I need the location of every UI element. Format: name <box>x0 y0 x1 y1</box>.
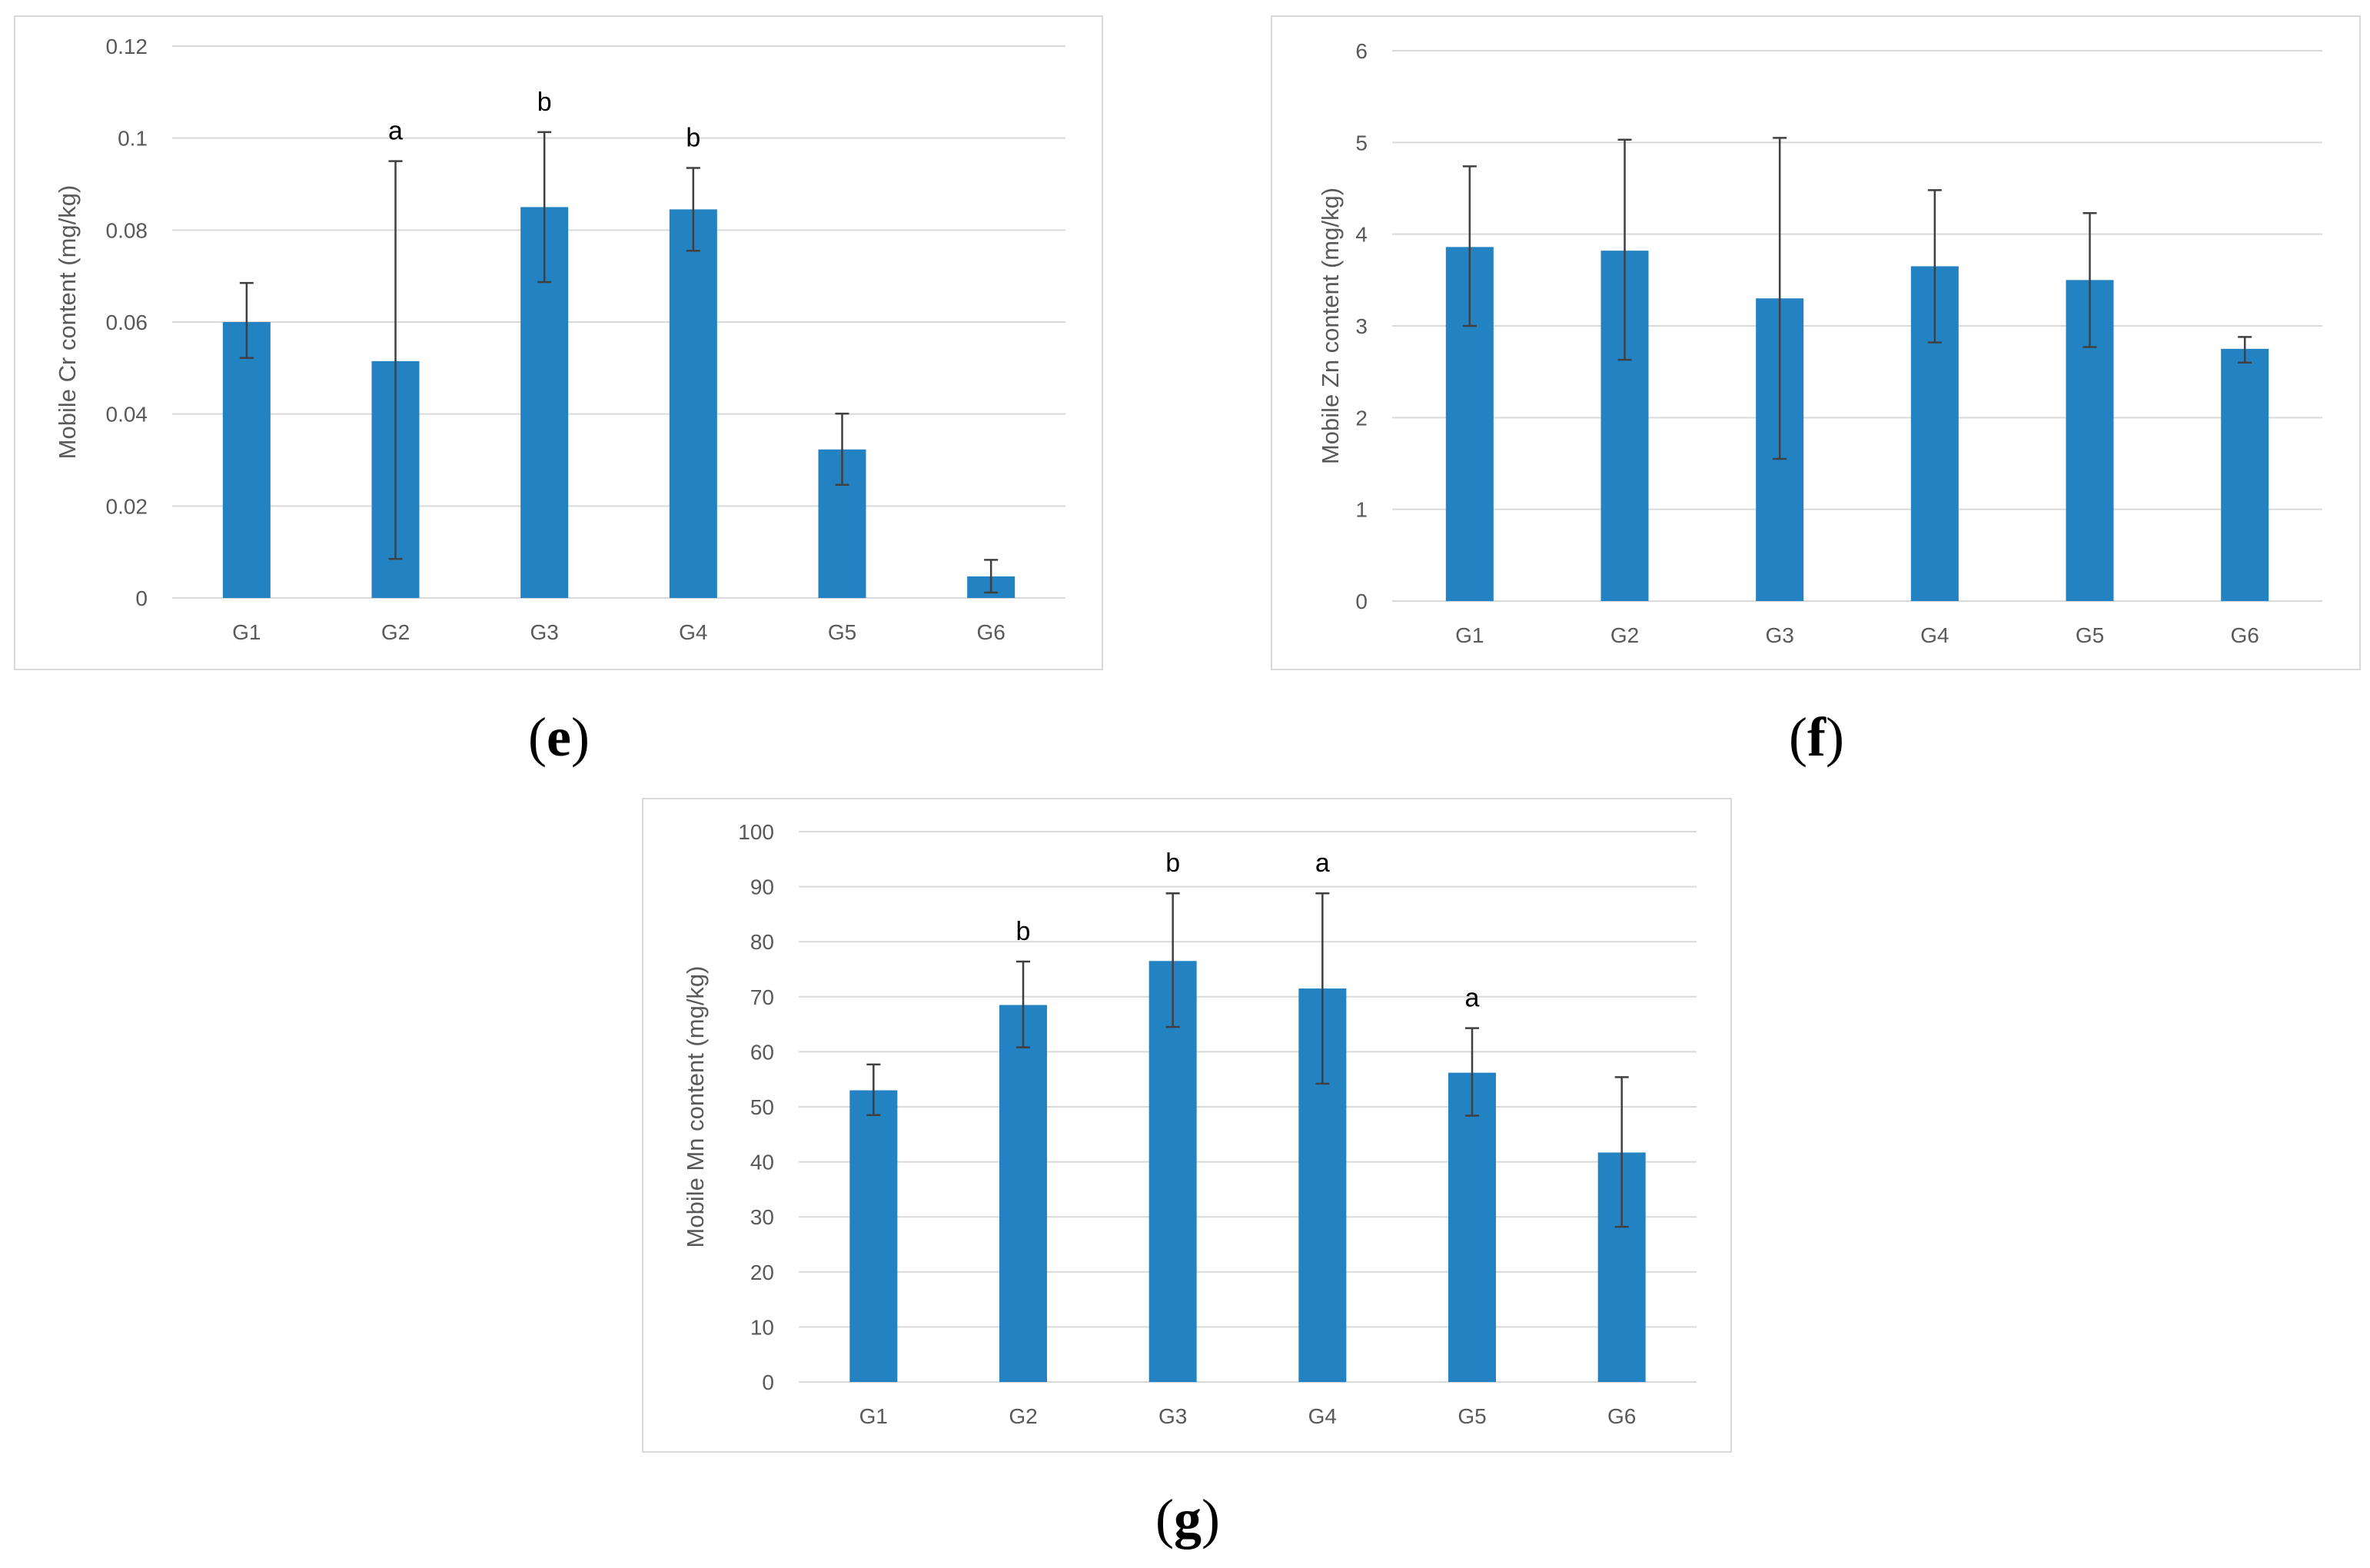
caption-e-close: ) <box>570 706 590 768</box>
x-tick-label-g-G6: G6 <box>1607 1404 1636 1428</box>
annotation-g-G4: a <box>1315 849 1330 878</box>
x-tick-label-f-G5: G5 <box>2076 623 2104 647</box>
y-tick-label-e-6: 0.12 <box>106 35 148 58</box>
x-tick-label-g-G1: G1 <box>859 1404 888 1428</box>
y-tick-label-g-9: 90 <box>750 875 774 899</box>
caption-e-letter: e <box>547 706 571 768</box>
x-tick-label-f-G6: G6 <box>2230 623 2259 647</box>
caption-f-close: ) <box>1825 706 1844 768</box>
y-tick-label-f-3: 3 <box>1355 314 1368 338</box>
y-tick-label-g-10: 100 <box>738 820 774 844</box>
caption-e: (e) <box>444 706 674 769</box>
chart-e-svg: 0 0.02 0.04 0.06 0.08 0.1 0.12 Mobile Cr conten… <box>54 35 1065 644</box>
bar-e-G4 <box>669 209 717 598</box>
chart-panel-g: 0 10 20 30 40 50 60 70 80 90 100 Mobile Mn content … <box>642 798 1732 1453</box>
y-tick-label-g-5: 50 <box>750 1095 774 1119</box>
y-tick-label-e-3: 0.06 <box>106 311 148 334</box>
y-tick-label-g-8: 80 <box>750 930 774 954</box>
x-tick-label-g-G5: G5 <box>1458 1404 1486 1428</box>
chart-f-svg: 0 1 2 3 4 5 6 Mobile Zn content (mg/kg) G1 G2 G3 G4… <box>1317 39 2322 647</box>
caption-g-close: ) <box>1202 1488 1220 1550</box>
x-tick-label-f-G1: G1 <box>1455 623 1484 647</box>
annotation-e-G2: a <box>388 117 403 146</box>
bar-f-G6 <box>2221 348 2269 601</box>
annotation-g-G3: b <box>1165 849 1180 878</box>
y-axis-label-g: Mobile Mn content (mg/kg) <box>682 966 709 1248</box>
x-tick-label-g-G4: G4 <box>1308 1404 1337 1428</box>
x-tick-label-e-G2: G2 <box>381 620 410 644</box>
y-tick-label-e-1: 0.02 <box>106 494 148 518</box>
annotation-e-G4: b <box>686 124 700 153</box>
y-axis-label-f: Mobile Zn content (mg/kg) <box>1317 188 1344 464</box>
x-tick-label-g-G3: G3 <box>1158 1404 1187 1428</box>
bar-g-G2 <box>999 1005 1047 1382</box>
annotation-g-G2: b <box>1016 917 1031 946</box>
y-tick-label-f-5: 5 <box>1355 131 1368 154</box>
y-tick-label-f-0: 0 <box>1355 590 1368 613</box>
y-tick-label-g-1: 10 <box>750 1315 774 1339</box>
caption-f-letter: f <box>1807 706 1826 768</box>
y-tick-label-g-6: 60 <box>750 1040 774 1064</box>
x-tick-label-e-G1: G1 <box>232 620 261 644</box>
caption-g: (g) <box>1072 1487 1303 1551</box>
y-axis-label-e: Mobile Cr content (mg/kg) <box>54 185 81 460</box>
y-tick-label-g-0: 0 <box>762 1370 774 1394</box>
x-tick-label-e-G3: G3 <box>530 620 558 644</box>
y-tick-label-e-5: 0.1 <box>118 127 148 151</box>
x-tick-label-e-G5: G5 <box>828 620 856 644</box>
chart-panel-f: 0 1 2 3 4 5 6 Mobile Zn content (mg/kg) G1 G2 G3 G4… <box>1271 15 2361 670</box>
bar-g-G3 <box>1148 961 1197 1382</box>
y-tick-label-f-1: 1 <box>1355 498 1368 522</box>
x-tick-label-f-G2: G2 <box>1610 623 1639 647</box>
bar-g-G1 <box>849 1090 898 1382</box>
y-tick-label-f-2: 2 <box>1355 406 1368 430</box>
y-tick-label-e-2: 0.04 <box>106 403 148 427</box>
y-tick-label-e-4: 0.08 <box>106 218 148 242</box>
y-tick-label-g-2: 20 <box>750 1261 774 1284</box>
chart-g-svg: 0 10 20 30 40 50 60 70 80 90 100 Mobile Mn content … <box>682 820 1697 1428</box>
y-tick-label-f-4: 4 <box>1355 223 1368 247</box>
chart-panel-e: 0 0.02 0.04 0.06 0.08 0.1 0.12 Mobile Cr conten… <box>14 15 1103 670</box>
x-tick-label-f-G3: G3 <box>1765 623 1793 647</box>
y-tick-label-g-7: 70 <box>750 985 774 1009</box>
x-tick-label-f-G4: G4 <box>1920 623 1949 647</box>
caption-g-letter: g <box>1174 1488 1202 1550</box>
x-tick-label-e-G4: G4 <box>679 620 707 644</box>
caption-f: (f) <box>1701 706 1932 769</box>
bar-g-G5 <box>1448 1072 1496 1382</box>
y-tick-label-g-3: 30 <box>750 1205 774 1229</box>
bar-e-G1 <box>222 322 271 598</box>
x-tick-label-e-G6: G6 <box>976 620 1005 644</box>
caption-f-open: ( <box>1789 706 1807 768</box>
x-tick-label-g-G2: G2 <box>1009 1404 1037 1428</box>
caption-g-open: ( <box>1155 1488 1174 1550</box>
y-tick-label-f-6: 6 <box>1355 39 1368 63</box>
caption-e-open: ( <box>528 706 547 768</box>
annotation-g-G5: a <box>1465 984 1480 1013</box>
y-tick-label-g-4: 40 <box>750 1151 774 1174</box>
y-tick-label-e-0: 0 <box>135 586 148 610</box>
annotation-e-G3: b <box>537 88 552 117</box>
